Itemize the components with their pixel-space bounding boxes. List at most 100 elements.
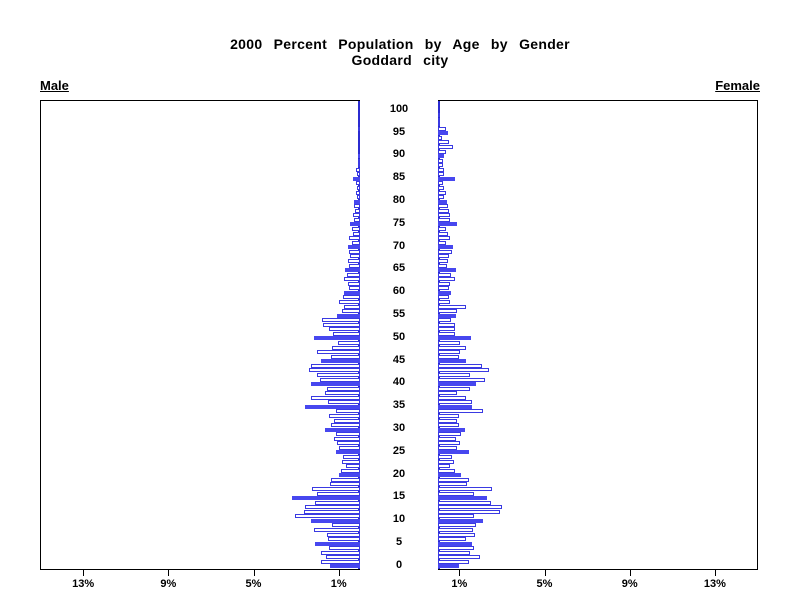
age-label-35: 35: [392, 399, 406, 412]
female-bar-age-96: [438, 126, 446, 131]
female-bar-age-43: [438, 368, 490, 373]
male-bar-age-38: [324, 391, 360, 396]
male-x-tick-label-1: 1%: [330, 578, 347, 590]
female-bar-age-91: [438, 149, 446, 154]
female-bar-age-74: [438, 227, 446, 231]
male-bar-age-1: [320, 559, 360, 564]
male-bar-age-60: [344, 290, 360, 295]
female-bar-age-63: [438, 277, 455, 282]
male-bar-age-41: [319, 377, 360, 382]
female-bar-age-66: [438, 263, 447, 268]
female-bar-age-85: [438, 176, 455, 181]
male-bar-age-17: [312, 486, 360, 491]
male-bar-age-42: [317, 372, 360, 377]
male-bar-age-14: [315, 500, 360, 505]
female-bar-age-95: [438, 131, 448, 136]
female-bar-age-76: [438, 217, 450, 222]
male-bar-age-16: [317, 491, 360, 496]
female-bar-age-41: [438, 377, 485, 382]
male-bar-age-23: [341, 459, 360, 464]
female-bar-age-97: [438, 122, 441, 127]
female-bar-age-82: [438, 190, 446, 195]
male-bar-age-45: [320, 359, 360, 364]
male-panel-label: Male: [40, 78, 69, 93]
age-label-70: 70: [392, 239, 406, 252]
male-bar-age-73: [352, 231, 360, 236]
female-x-tick-13: [714, 570, 716, 576]
male-bar-age-31: [331, 423, 360, 428]
female-bar-age-73: [438, 231, 448, 236]
female-bar-age-38: [438, 391, 458, 396]
female-bar-age-62: [438, 281, 450, 286]
female-bar-age-70: [438, 245, 453, 250]
age-label-0: 0: [395, 558, 403, 571]
age-label-10: 10: [392, 513, 406, 526]
male-bar-age-46: [331, 354, 360, 359]
female-panel-label: Female: [715, 78, 760, 93]
male-bar-age-77: [352, 213, 360, 218]
male-bar-age-2: [325, 555, 360, 560]
male-bar-age-88: [357, 163, 360, 168]
male-panel: [40, 100, 360, 570]
age-label-100: 100: [389, 102, 409, 115]
male-bar-age-34: [335, 409, 360, 414]
female-bar-age-15: [438, 496, 487, 500]
male-bar-age-76: [353, 217, 360, 222]
age-label-90: 90: [392, 148, 406, 161]
male-bar-age-13: [304, 505, 360, 510]
female-x-tick-label-5: 5%: [536, 578, 553, 590]
male-bar-age-15: [291, 496, 360, 500]
female-bar-age-48: [438, 345, 466, 350]
female-bar-age-13: [438, 505, 502, 510]
male-bar-age-74: [351, 227, 360, 231]
female-bar-age-86: [438, 172, 445, 177]
female-bar-age-6: [438, 537, 466, 542]
male-bar-age-69: [349, 249, 360, 254]
age-label-20: 20: [392, 467, 406, 480]
male-bar-age-56: [341, 309, 360, 314]
female-bar-age-60: [438, 290, 451, 295]
female-bar-age-11: [438, 514, 475, 519]
female-bar-age-17: [438, 486, 493, 491]
male-x-tick-label-5: 5%: [245, 578, 262, 590]
male-bar-age-44: [311, 363, 360, 368]
age-label-75: 75: [392, 216, 406, 229]
male-bar-age-57: [344, 304, 360, 309]
female-x-tick-9: [629, 570, 631, 576]
male-bar-age-83: [356, 186, 360, 190]
male-bar-age-36: [328, 400, 360, 405]
female-bar-age-24: [438, 455, 452, 459]
female-bar-age-35: [438, 404, 473, 409]
female-bar-age-55: [438, 313, 457, 318]
age-label-15: 15: [392, 490, 406, 503]
female-bar-age-23: [438, 459, 454, 464]
female-bar-age-40: [438, 382, 477, 386]
male-bar-age-7: [327, 532, 360, 537]
age-label-95: 95: [392, 125, 406, 138]
female-bar-age-92: [438, 144, 453, 149]
female-bar-age-10: [438, 518, 483, 523]
age-label-30: 30: [392, 421, 406, 434]
female-bar-age-61: [438, 286, 449, 291]
male-bar-age-10: [311, 518, 360, 523]
male-bar-age-12: [303, 509, 360, 514]
male-bar-age-8: [314, 528, 360, 532]
male-bar-age-19: [331, 477, 360, 482]
female-bar-age-32: [438, 418, 458, 423]
male-bar-age-43: [308, 368, 360, 373]
male-bar-age-9: [332, 523, 360, 528]
male-bar-age-55: [336, 313, 360, 318]
female-bar-age-18: [438, 482, 467, 487]
male-bar-age-59: [343, 295, 360, 300]
male-bar-age-82: [355, 190, 360, 195]
female-bar-age-56: [438, 309, 458, 314]
female-bar-age-52: [438, 327, 455, 332]
male-bar-age-96: [357, 126, 360, 131]
female-bar-age-27: [438, 441, 461, 446]
female-bar-age-54: [438, 318, 451, 323]
male-x-tick-13: [83, 570, 85, 576]
male-bar-age-53: [322, 322, 360, 327]
female-bar-age-33: [438, 414, 460, 418]
male-bar-age-50: [314, 336, 360, 341]
male-bar-age-21: [340, 468, 360, 473]
